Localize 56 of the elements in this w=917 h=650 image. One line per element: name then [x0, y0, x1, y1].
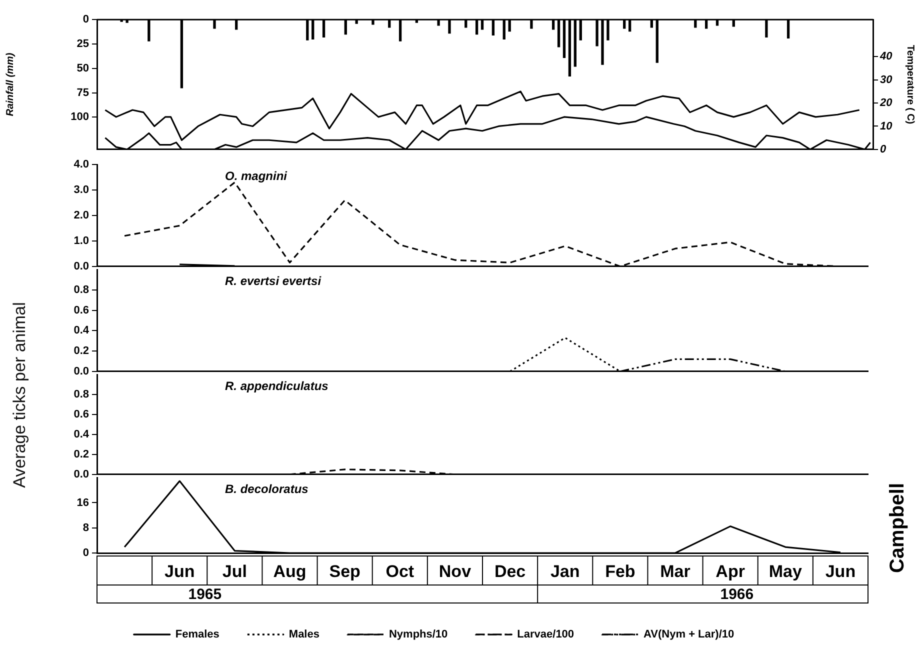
y-tick-label: 0.0	[74, 468, 89, 480]
legend-label: AV(Nym + Lar)/10	[644, 628, 734, 641]
y-tick-label: 25	[76, 38, 89, 50]
x-tick-label: Oct	[386, 562, 414, 581]
y-tick-label: 0	[82, 547, 89, 560]
x-tick-label: Aug	[273, 562, 306, 581]
y-tick-label: 0.6	[74, 408, 89, 421]
x-tick-label: Jul	[222, 562, 247, 581]
y-tick-label: 2.0	[74, 210, 89, 222]
y-tick-label: 1.0	[74, 234, 89, 247]
x-tick-label: Jan	[550, 562, 580, 581]
y-tick-label: 0.8	[74, 284, 89, 296]
y2-axis-title: Temperature ( C)	[904, 44, 916, 124]
y-tick-label: 3.0	[74, 184, 89, 196]
y2-tick-label: 40	[879, 50, 894, 63]
y-tick-label: 0.2	[74, 448, 89, 460]
y-tick-label: 0.8	[74, 388, 89, 401]
y-axis-title: Average ticks per animal	[9, 301, 30, 490]
y-tick-label: 100	[70, 111, 89, 124]
chart-title: B. decoloratus	[225, 482, 309, 496]
y-tick-label: 4.0	[74, 158, 89, 171]
legend-label: Females	[175, 628, 220, 641]
x-tick-label: Dec	[494, 562, 526, 581]
text: Campbell	[886, 482, 909, 574]
chart-title: R. evertsi evertsi	[225, 274, 322, 288]
chart-title: R. appendiculatus	[225, 378, 329, 393]
x-tick-label: Mar	[660, 562, 691, 581]
y-tick-label: 0.0	[74, 365, 89, 378]
y-tick-label: 75	[76, 86, 89, 99]
legend-label: Males	[288, 628, 320, 641]
y-tick-label: 0.4	[74, 428, 90, 441]
y-axis-title: Rainfall (mm)	[4, 52, 16, 116]
y-tick-label: 16	[76, 496, 89, 509]
y-tick-label: 0.4	[74, 324, 90, 337]
x-tick-label: Jun	[164, 562, 195, 581]
x-tick-label: Nov	[438, 562, 472, 581]
legend-label: Nymphs/10	[388, 628, 448, 641]
y-tick-label: 0.0	[74, 260, 89, 272]
y2-tick-label: 20	[879, 97, 894, 110]
chart-title: O. magnini	[225, 168, 288, 183]
y2-tick-label: 0	[880, 143, 887, 156]
legend-label: Larvae/100	[517, 628, 574, 641]
y2-tick-label: 10	[880, 120, 894, 132]
y-tick-label: 0.2	[74, 345, 89, 358]
text: 1965	[188, 586, 222, 604]
y-tick-label: 0	[82, 14, 89, 26]
y2-tick-label: 30	[880, 74, 894, 86]
x-tick-label: Feb	[605, 562, 636, 581]
x-tick-label: Apr	[716, 562, 746, 581]
x-tick-label: Sep	[329, 562, 360, 581]
y-tick-label: 50	[76, 62, 89, 74]
text: 1966	[720, 586, 754, 604]
y-tick-label: 8	[82, 522, 89, 534]
x-tick-label: Jun	[825, 562, 856, 581]
x-tick-label: May	[768, 562, 802, 581]
y-tick-label: 0.6	[74, 304, 89, 316]
